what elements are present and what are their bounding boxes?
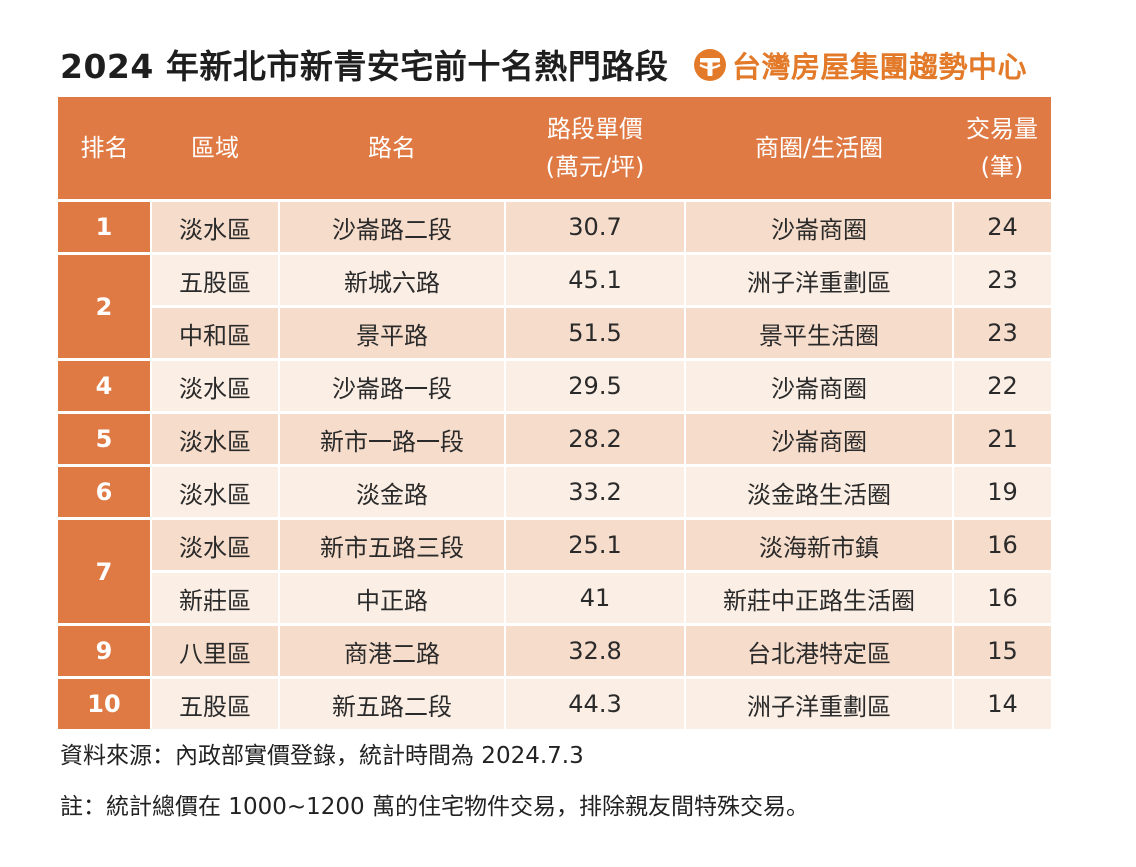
district-cell: 淡水區	[150, 517, 279, 572]
header-price: 路段單價 (萬元/坪)	[505, 97, 685, 201]
volume-cell: 15	[952, 623, 1051, 678]
road-cell: 淡金路	[278, 464, 505, 519]
table-row: 中和區 景平路 51.5 景平生活圈 23	[58, 305, 1051, 360]
area-cell: 沙崙商圈	[684, 199, 953, 254]
district-cell: 淡水區	[150, 358, 279, 413]
table-row: 新莊區 中正路 41 新莊中正路生活圈 16	[58, 570, 1051, 625]
road-cell: 沙崙路一段	[278, 358, 505, 413]
remark-note: 註：統計總價在 1000~1200 萬的住宅物件交易，排除親友間特殊交易。	[60, 794, 809, 820]
table-header-row: 排名 區域 路名 路段單價 (萬元/坪) 商圈/生活圈 交易量 (筆)	[58, 97, 1051, 201]
rank-cell: 7	[58, 517, 151, 625]
road-cell: 中正路	[278, 570, 505, 625]
table-row: 10 五股區 新五路二段 44.3 洲子洋重劃區 14	[58, 676, 1051, 729]
area-cell: 台北港特定區	[684, 623, 953, 678]
price-cell: 51.5	[504, 305, 685, 360]
district-cell: 淡水區	[150, 464, 279, 519]
road-cell: 新市五路三段	[278, 517, 505, 572]
rank-cell: 9	[58, 623, 151, 678]
volume-cell: 23	[952, 252, 1051, 307]
table-row: 6 淡水區 淡金路 33.2 淡金路生活圈 19	[58, 464, 1051, 519]
area-cell: 淡海新市鎮	[684, 517, 953, 572]
area-cell: 洲子洋重劃區	[684, 252, 953, 307]
volume-cell: 19	[952, 464, 1051, 519]
brand-logo: 台灣房屋集團趨勢中心	[692, 44, 1027, 86]
district-cell: 八里區	[150, 623, 279, 678]
volume-cell: 24	[952, 199, 1051, 254]
price-cell: 28.2	[504, 411, 685, 466]
header-volume-line2: (筆)	[980, 153, 1024, 181]
district-cell: 淡水區	[150, 199, 279, 254]
price-cell: 25.1	[504, 517, 685, 572]
district-cell: 中和區	[150, 305, 279, 360]
road-cell: 新市一路一段	[278, 411, 505, 466]
rank-cell: 2	[58, 252, 151, 360]
rank-cell: 6	[58, 464, 151, 519]
header-rank: 排名	[58, 97, 151, 201]
table-row: 1 淡水區 沙崙路二段 30.7 沙崙商圈 24	[58, 199, 1051, 254]
price-cell: 45.1	[504, 252, 685, 307]
road-cell: 商港二路	[278, 623, 505, 678]
header-price-line1: 路段單價	[547, 115, 643, 143]
table-row: 7 淡水區 新市五路三段 25.1 淡海新市鎮 16	[58, 517, 1051, 625]
volume-cell: 23	[952, 305, 1051, 360]
volume-cell: 16	[952, 570, 1051, 625]
taiwan-realty-logo-icon	[694, 49, 726, 81]
header-road: 路名	[279, 97, 505, 201]
price-cell: 30.7	[504, 199, 685, 254]
source-note: 資料來源：內政部實價登錄，統計時間為 2024.7.3	[60, 743, 584, 769]
price-cell: 44.3	[504, 676, 685, 729]
rank-cell: 10	[58, 676, 151, 729]
area-cell: 新莊中正路生活圈	[684, 570, 953, 625]
table-row: 5 淡水區 新市一路一段 28.2 沙崙商圈 21	[58, 411, 1051, 466]
price-cell: 32.8	[504, 623, 685, 678]
district-cell: 五股區	[150, 676, 279, 729]
header-area: 商圈/生活圈	[685, 97, 953, 201]
ranking-table: 排名 區域 路名 路段單價 (萬元/坪) 商圈/生活圈 交易量 (筆) 1 淡水…	[58, 97, 1051, 729]
road-cell: 沙崙路二段	[278, 199, 505, 254]
rank-cell: 1	[58, 199, 151, 254]
area-cell: 洲子洋重劃區	[684, 676, 953, 729]
area-cell: 景平生活圈	[684, 305, 953, 360]
road-cell: 景平路	[278, 305, 505, 360]
table-row: 4 淡水區 沙崙路一段 29.5 沙崙商圈 22	[58, 358, 1051, 413]
volume-cell: 14	[952, 676, 1051, 729]
area-cell: 沙崙商圈	[684, 358, 953, 413]
rank-cell: 4	[58, 358, 151, 413]
district-cell: 淡水區	[150, 411, 279, 466]
header-price-line2: (萬元/坪)	[545, 153, 645, 181]
district-cell: 五股區	[150, 252, 279, 307]
volume-cell: 22	[952, 358, 1051, 413]
header-volume: 交易量 (筆)	[953, 97, 1051, 201]
volume-cell: 21	[952, 411, 1051, 466]
price-cell: 41	[504, 570, 685, 625]
district-cell: 新莊區	[150, 570, 279, 625]
price-cell: 33.2	[504, 464, 685, 519]
page-title: 2024 年新北市新青安宅前十名熱門路段	[60, 47, 669, 86]
volume-cell: 16	[952, 517, 1051, 572]
table-row: 9 八里區 商港二路 32.8 台北港特定區 15	[58, 623, 1051, 678]
table-row: 2 五股區 新城六路 45.1 洲子洋重劃區 23	[58, 252, 1051, 360]
area-cell: 淡金路生活圈	[684, 464, 953, 519]
header-volume-line1: 交易量	[966, 115, 1038, 143]
road-cell: 新五路二段	[278, 676, 505, 729]
rank-cell: 5	[58, 411, 151, 466]
price-cell: 29.5	[504, 358, 685, 413]
area-cell: 沙崙商圈	[684, 411, 953, 466]
brand-name: 台灣房屋集團趨勢中心	[732, 50, 1028, 84]
road-cell: 新城六路	[278, 252, 505, 307]
header-district: 區域	[151, 97, 279, 201]
